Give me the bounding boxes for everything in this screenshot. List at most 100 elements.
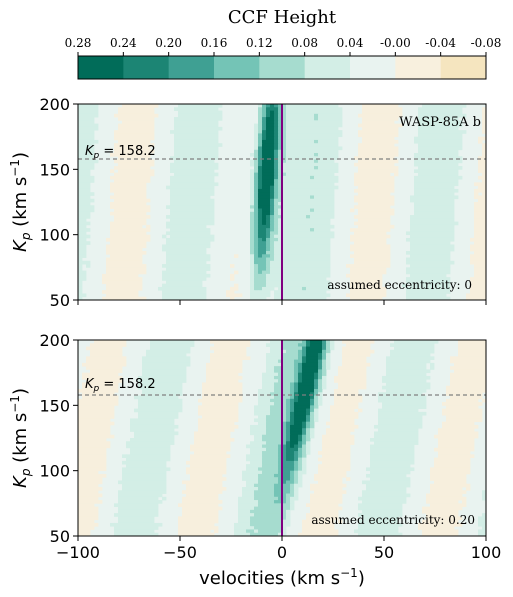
heatmap-cell [374, 241, 379, 245]
heatmap-cell [446, 208, 451, 213]
heatmap-cell [186, 241, 191, 245]
heatmap-cell [450, 149, 455, 154]
heatmap-cell [170, 343, 175, 347]
heatmap-cell [374, 156, 379, 160]
heatmap-cell [418, 133, 423, 138]
heatmap-cell [114, 202, 119, 206]
heatmap-cell [430, 340, 435, 344]
heatmap-cell [354, 244, 359, 249]
heatmap-cell [78, 110, 83, 115]
heatmap-cell [162, 293, 167, 298]
heatmap-cell [290, 369, 295, 374]
heatmap-cell [314, 211, 319, 216]
heatmap-cell [370, 179, 375, 183]
heatmap-cell [206, 202, 211, 206]
heatmap-cell [98, 346, 103, 351]
heatmap-cell [478, 188, 483, 193]
heatmap-cell [314, 296, 319, 300]
heatmap-cell [482, 149, 486, 154]
heatmap-cell [410, 215, 415, 219]
heatmap-cell [258, 149, 263, 154]
heatmap-cell [174, 136, 179, 141]
heatmap-cell [298, 343, 303, 347]
heatmap-cell [418, 356, 423, 360]
heatmap-cell [422, 175, 427, 180]
heatmap-cell [414, 244, 419, 249]
heatmap-cell [418, 366, 423, 370]
heatmap-cell [390, 153, 395, 157]
heatmap-cell [274, 343, 279, 347]
heatmap-cell [182, 215, 187, 219]
heatmap-cell [386, 366, 391, 370]
heatmap-cell [322, 198, 327, 203]
heatmap-cell [362, 359, 367, 364]
heatmap-cell [250, 280, 255, 285]
heatmap-cell [426, 202, 431, 206]
heatmap-cell [282, 267, 287, 271]
heatmap-cell [346, 273, 351, 278]
heatmap-cell [178, 283, 183, 288]
heatmap-cell [274, 372, 279, 377]
heatmap-cell [110, 169, 115, 173]
heatmap-cell [418, 359, 423, 364]
heatmap-cell [178, 244, 183, 249]
heatmap-cell [374, 166, 379, 170]
heatmap-cell [194, 113, 199, 118]
heatmap-cell [94, 349, 99, 354]
heatmap-cell [350, 343, 355, 347]
heatmap-cell [450, 175, 455, 180]
heatmap-cell [458, 130, 463, 134]
heatmap-cell [302, 139, 307, 144]
heatmap-cell [382, 153, 387, 157]
heatmap-cell [410, 251, 415, 255]
heatmap-cell [134, 169, 139, 173]
heatmap-cell [438, 208, 443, 213]
heatmap-cell [354, 293, 359, 298]
heatmap-cell [134, 153, 139, 157]
heatmap-cell [326, 110, 331, 115]
heatmap-cell [294, 130, 299, 134]
heatmap-cell [86, 113, 91, 118]
heatmap-cell [274, 162, 279, 167]
heatmap-cell [258, 123, 263, 128]
heatmap-cell [202, 257, 207, 262]
heatmap-cell [362, 104, 367, 108]
heatmap-cell [170, 244, 175, 249]
heatmap-cell [290, 208, 295, 213]
heatmap-cell [366, 257, 371, 262]
heatmap-cell [386, 139, 391, 144]
heatmap-cell [478, 257, 483, 262]
heatmap-cell [366, 149, 371, 154]
heatmap-cell [318, 251, 323, 255]
heatmap-cell [286, 251, 291, 255]
heatmap-cell [318, 156, 323, 160]
heatmap-cell [298, 260, 303, 265]
heatmap-cell [314, 110, 319, 115]
heatmap-cell [306, 117, 311, 121]
heatmap-cell [386, 264, 391, 268]
heatmap-cell [126, 195, 131, 200]
heatmap-cell [414, 343, 419, 347]
heatmap-cell [290, 273, 295, 278]
heatmap-cell [190, 273, 195, 278]
heatmap-cell [250, 267, 255, 271]
heatmap-cell [186, 254, 191, 258]
heatmap-cell [322, 143, 327, 147]
heatmap-cell [414, 139, 419, 144]
heatmap-cell [90, 110, 95, 115]
colorbar-title: CCF Height [228, 7, 337, 28]
heatmap-cell [374, 205, 379, 209]
heatmap-cell [406, 296, 411, 300]
heatmap-cell [310, 192, 315, 196]
heatmap-cell [318, 231, 323, 236]
heatmap-cell [442, 156, 447, 160]
heatmap-cell [290, 260, 295, 265]
heatmap-cell [482, 349, 486, 354]
heatmap-cell [386, 133, 391, 138]
heatmap-cell [270, 126, 275, 131]
heatmap-cell [282, 211, 287, 216]
heatmap-cell [322, 195, 327, 200]
heatmap-cell [254, 136, 259, 141]
heatmap-cell [110, 273, 115, 278]
heatmap-cell [270, 369, 275, 374]
